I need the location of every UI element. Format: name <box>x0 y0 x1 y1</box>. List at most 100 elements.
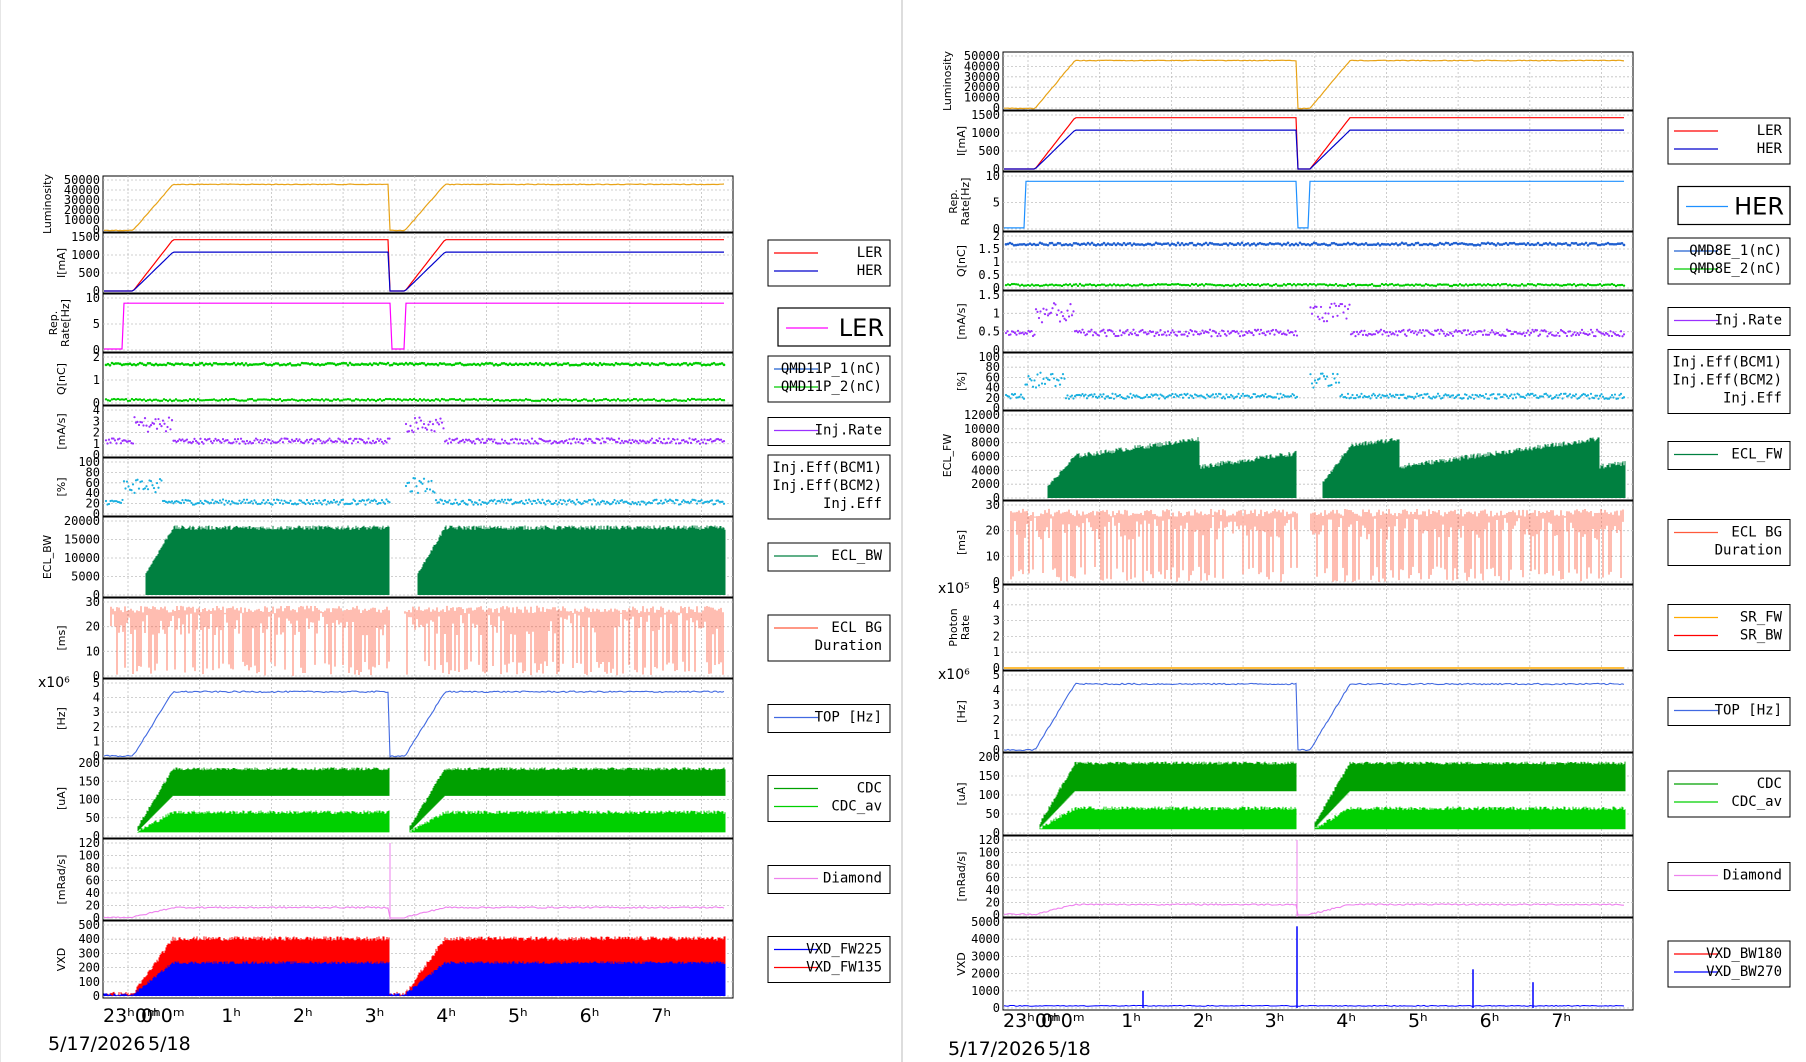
q-point <box>388 363 392 367</box>
inj-eff-point <box>655 498 658 501</box>
q-point <box>624 399 628 402</box>
q-point <box>234 398 238 402</box>
inj-rate-point <box>343 441 346 444</box>
q-point <box>638 363 642 367</box>
q-point <box>644 398 648 402</box>
inj-rate-point <box>439 417 442 420</box>
q-point <box>708 363 712 367</box>
q-point <box>652 397 656 401</box>
inj-rate-point <box>194 439 198 443</box>
inj-rate-point <box>643 440 646 443</box>
q-point <box>548 363 552 367</box>
y-axis-label: [mRad/s] <box>55 855 68 905</box>
q-point <box>222 398 226 402</box>
q-point <box>662 361 666 365</box>
y-tick-label: 0 <box>93 343 100 357</box>
q-point <box>602 398 606 401</box>
inj-rate-point <box>574 441 577 444</box>
q-point <box>278 397 282 401</box>
q-point <box>494 398 498 402</box>
inj-eff-point <box>509 498 513 501</box>
q-point <box>520 362 524 366</box>
inj-rate-point <box>352 439 355 442</box>
inj-eff-point <box>643 501 646 504</box>
inj-eff-point <box>310 500 313 503</box>
inj-eff-point <box>637 500 640 504</box>
inj-rate-point <box>166 425 169 429</box>
plot-frame <box>102 293 734 353</box>
q-point <box>718 397 722 401</box>
inj-eff-point <box>188 499 192 503</box>
legend-box <box>777 307 891 347</box>
q-point <box>290 363 294 367</box>
q-point <box>392 398 396 401</box>
inj-eff-point <box>299 499 303 502</box>
x-tick-label: 3ʰ <box>365 1005 385 1027</box>
q-point <box>536 399 540 403</box>
q-point <box>614 361 618 365</box>
inj-eff-point <box>448 499 451 502</box>
q-point <box>578 399 582 403</box>
q-point <box>434 397 438 401</box>
inj-rate-point <box>265 441 268 444</box>
q-point <box>626 398 630 401</box>
inj-eff-point <box>341 498 345 501</box>
inj-rate-point <box>676 438 679 441</box>
q-point <box>530 399 534 402</box>
inj-rate-point <box>470 441 474 444</box>
q-point <box>396 363 400 366</box>
inj-rate-point <box>631 438 634 442</box>
inj-eff-point <box>304 502 307 506</box>
inj-rate-point <box>656 440 660 443</box>
q-point <box>248 363 252 366</box>
inj-rate-point <box>572 437 576 440</box>
inj-rate-point <box>530 437 534 440</box>
q-point <box>362 398 366 402</box>
q-point <box>642 362 646 366</box>
q-point <box>398 398 402 401</box>
inj-eff-point <box>505 502 508 505</box>
inj-eff-point <box>560 502 564 506</box>
q-point <box>528 398 532 402</box>
inj-rate-point <box>689 441 693 444</box>
q-point <box>362 363 366 366</box>
inj-rate-point <box>521 442 525 445</box>
inj-rate-point <box>140 421 144 424</box>
q-point <box>378 398 382 401</box>
q-point <box>110 398 114 401</box>
q-point <box>690 397 694 401</box>
q-point <box>572 398 576 402</box>
q-point <box>148 361 152 365</box>
q-point <box>204 398 208 402</box>
inj-eff-point <box>316 502 319 505</box>
q-point <box>124 362 128 366</box>
date-label: 5/17/2026 <box>48 1033 145 1055</box>
inj-eff-point <box>524 499 528 502</box>
q-point <box>582 362 586 365</box>
q-point <box>564 362 568 366</box>
q-point <box>604 397 608 401</box>
inj-rate-point <box>232 441 235 444</box>
inj-rate-point <box>379 438 382 441</box>
q-point <box>170 399 174 403</box>
inj-rate-point <box>178 438 181 441</box>
q-point <box>306 398 310 402</box>
inj-rate-point <box>647 441 651 444</box>
inj-rate-point <box>226 439 229 442</box>
q-point <box>640 398 644 401</box>
inj-rate-point <box>220 441 223 444</box>
inj-eff-point <box>523 502 526 506</box>
legend-entry: VXD_FW135 <box>806 960 882 976</box>
q-point <box>368 362 372 365</box>
q-point <box>184 398 188 402</box>
q-point <box>136 362 140 366</box>
q-point <box>158 399 162 403</box>
inj-eff-point <box>287 501 291 505</box>
inj-eff-point <box>452 502 456 505</box>
q-point <box>684 362 688 365</box>
inj-rate-point <box>446 442 450 445</box>
inj-eff-point <box>221 498 225 501</box>
inj-rate-point <box>638 439 642 442</box>
y-axis-label: VXD <box>55 948 68 972</box>
q-point <box>532 362 536 366</box>
